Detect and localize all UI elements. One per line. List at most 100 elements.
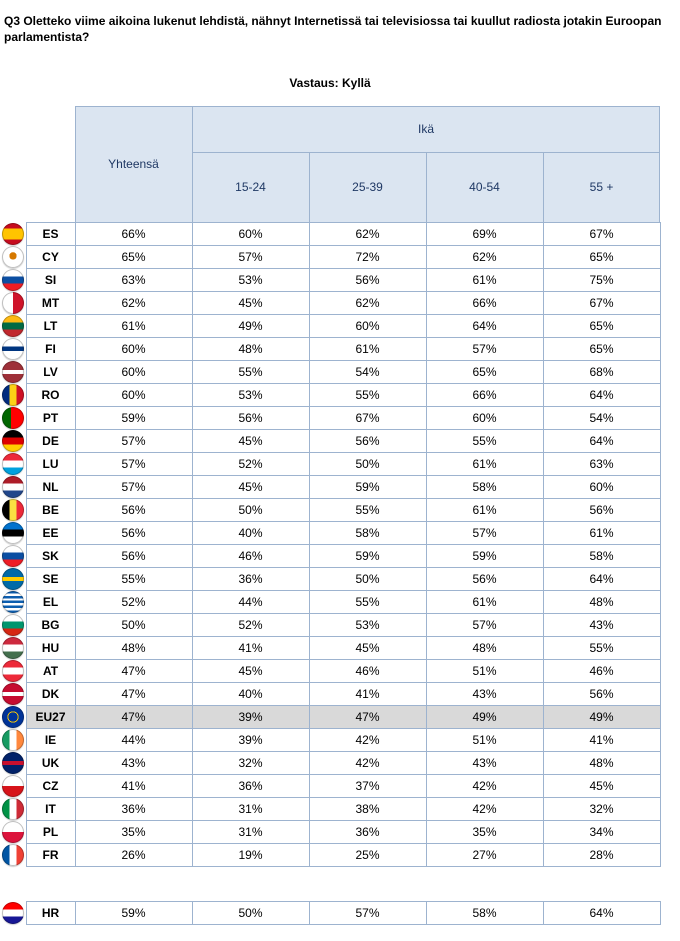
table-row: HR 59% 50% 57% 58% 64% bbox=[0, 901, 661, 925]
cell-age-40-54: 48% bbox=[425, 636, 544, 660]
cell-age-40-54: 51% bbox=[425, 659, 544, 683]
country-code: EE bbox=[25, 521, 76, 545]
cell-age-25-39: 38% bbox=[308, 797, 427, 821]
cell-age-55-plus: 60% bbox=[542, 475, 661, 499]
table-row: PL 35% 31% 36% 35% 34% bbox=[0, 820, 661, 844]
table-row: SK 56% 46% 59% 59% 58% bbox=[0, 544, 661, 568]
flag-uk-icon bbox=[1, 752, 24, 774]
cell-age-40-54: 60% bbox=[425, 406, 544, 430]
flag-pl-icon bbox=[1, 821, 24, 843]
cell-age-55-plus: 56% bbox=[542, 498, 661, 522]
country-code: AT bbox=[25, 659, 76, 683]
cell-total: 57% bbox=[74, 429, 193, 453]
cell-age-25-39: 61% bbox=[308, 337, 427, 361]
cell-age-25-39: 55% bbox=[308, 383, 427, 407]
cell-age-55-plus: 63% bbox=[542, 452, 661, 476]
country-code: BE bbox=[25, 498, 76, 522]
table-row: PT 59% 56% 67% 60% 54% bbox=[0, 406, 661, 430]
header-age-25-39: 25-39 bbox=[352, 180, 383, 194]
cell-age-25-39: 54% bbox=[308, 360, 427, 384]
cell-age-15-24: 57% bbox=[191, 245, 310, 269]
country-code: BG bbox=[25, 613, 76, 637]
cell-age-40-54: 57% bbox=[425, 613, 544, 637]
cell-age-15-24: 45% bbox=[191, 429, 310, 453]
cell-age-15-24: 40% bbox=[191, 521, 310, 545]
cell-age-15-24: 52% bbox=[191, 452, 310, 476]
cell-age-25-39: 42% bbox=[308, 728, 427, 752]
flag-fr-icon bbox=[1, 844, 24, 866]
cell-age-15-24: 31% bbox=[191, 820, 310, 844]
cell-age-40-54: 57% bbox=[425, 521, 544, 545]
cell-age-15-24: 40% bbox=[191, 682, 310, 706]
table-row: IE 44% 39% 42% 51% 41% bbox=[0, 728, 661, 752]
cell-total: 26% bbox=[74, 843, 193, 867]
cell-age-15-24: 45% bbox=[191, 475, 310, 499]
country-code: DK bbox=[25, 682, 76, 706]
table-row: BE 56% 50% 55% 61% 56% bbox=[0, 498, 661, 522]
table-row: EU27 47% 39% 47% 49% 49% bbox=[0, 705, 661, 729]
cell-age-40-54: 49% bbox=[425, 705, 544, 729]
cell-age-25-39: 60% bbox=[308, 314, 427, 338]
table-row: IT 36% 31% 38% 42% 32% bbox=[0, 797, 661, 821]
cell-age-25-39: 72% bbox=[308, 245, 427, 269]
cell-age-15-24: 56% bbox=[191, 406, 310, 430]
cell-age-15-24: 41% bbox=[191, 636, 310, 660]
cell-total: 57% bbox=[74, 452, 193, 476]
cell-age-25-39: 53% bbox=[308, 613, 427, 637]
country-code: UK bbox=[25, 751, 76, 775]
flag-be-icon bbox=[1, 499, 24, 521]
cell-age-15-24: 53% bbox=[191, 268, 310, 292]
flag-hr-icon bbox=[1, 902, 24, 924]
header-age-group: Ikä bbox=[417, 122, 434, 136]
flag-ro-icon bbox=[1, 384, 24, 406]
table-row: MT 62% 45% 62% 66% 67% bbox=[0, 291, 661, 315]
cell-age-25-39: 42% bbox=[308, 751, 427, 775]
country-code: ES bbox=[25, 222, 76, 246]
table-row: DE 57% 45% 56% 55% 64% bbox=[0, 429, 661, 453]
cell-age-55-plus: 67% bbox=[542, 222, 661, 246]
cell-age-55-plus: 65% bbox=[542, 245, 661, 269]
cell-age-55-plus: 55% bbox=[542, 636, 661, 660]
country-code: LT bbox=[25, 314, 76, 338]
cell-total: 36% bbox=[74, 797, 193, 821]
cell-age-15-24: 53% bbox=[191, 383, 310, 407]
table-row: CY 65% 57% 72% 62% 65% bbox=[0, 245, 661, 269]
country-code: DE bbox=[25, 429, 76, 453]
table-row: EE 56% 40% 58% 57% 61% bbox=[0, 521, 661, 545]
table-row: SI 63% 53% 56% 61% 75% bbox=[0, 268, 661, 292]
cell-age-55-plus: 49% bbox=[542, 705, 661, 729]
cell-age-15-24: 48% bbox=[191, 337, 310, 361]
cell-age-40-54: 42% bbox=[425, 797, 544, 821]
country-code: NL bbox=[25, 475, 76, 499]
cell-age-40-54: 57% bbox=[425, 337, 544, 361]
country-code: EL bbox=[25, 590, 76, 614]
table-row: AT 47% 45% 46% 51% 46% bbox=[0, 659, 661, 683]
flag-es-icon bbox=[1, 223, 24, 245]
flag-eu-icon bbox=[1, 706, 24, 728]
cell-age-55-plus: 67% bbox=[542, 291, 661, 315]
cell-total: 65% bbox=[74, 245, 193, 269]
cell-total: 60% bbox=[74, 337, 193, 361]
country-code: MT bbox=[25, 291, 76, 315]
flag-el-icon bbox=[1, 591, 24, 613]
cell-total: 48% bbox=[74, 636, 193, 660]
cell-age-40-54: 62% bbox=[425, 245, 544, 269]
cell-age-55-plus: 75% bbox=[542, 268, 661, 292]
cell-age-25-39: 59% bbox=[308, 475, 427, 499]
cell-age-55-plus: 56% bbox=[542, 682, 661, 706]
cell-total: 66% bbox=[74, 222, 193, 246]
cell-age-40-54: 58% bbox=[425, 901, 544, 925]
flag-bg-icon bbox=[1, 614, 24, 636]
table-row: FR 26% 19% 25% 27% 28% bbox=[0, 843, 661, 867]
table-row: EL 52% 44% 55% 61% 48% bbox=[0, 590, 661, 614]
cell-age-25-39: 56% bbox=[308, 268, 427, 292]
table-row: SE 55% 36% 50% 56% 64% bbox=[0, 567, 661, 591]
cell-age-15-24: 50% bbox=[191, 901, 310, 925]
cell-age-25-39: 62% bbox=[308, 222, 427, 246]
cell-age-55-plus: 68% bbox=[542, 360, 661, 384]
cell-age-40-54: 43% bbox=[425, 682, 544, 706]
cell-age-15-24: 60% bbox=[191, 222, 310, 246]
header-total: Yhteensä bbox=[108, 157, 159, 171]
cell-age-40-54: 66% bbox=[425, 291, 544, 315]
cell-age-15-24: 52% bbox=[191, 613, 310, 637]
